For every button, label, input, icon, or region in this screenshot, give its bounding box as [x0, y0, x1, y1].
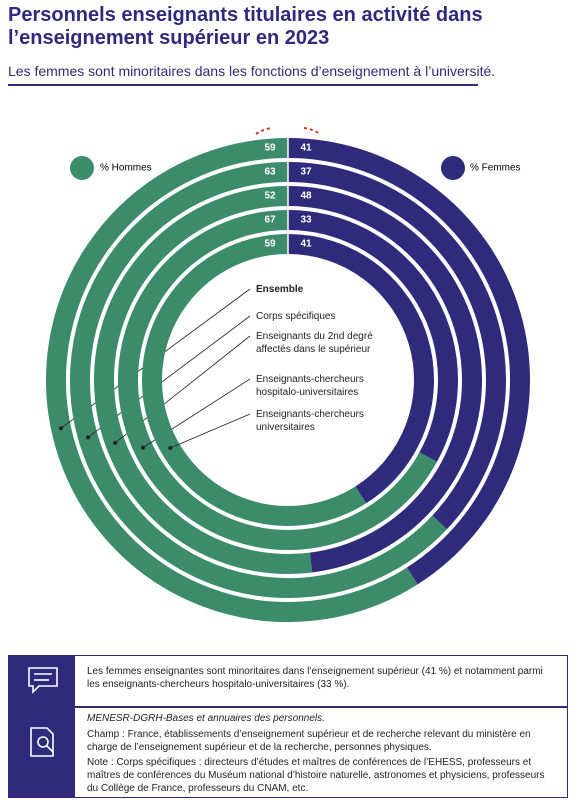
- ring-segment-women: [287, 234, 434, 504]
- legend-swatch: [70, 156, 94, 180]
- champ: Champ : France, établissements d’enseign…: [87, 729, 531, 753]
- underline: [8, 84, 478, 86]
- ring-label: Enseignants du 2nd degré affectés dans l…: [256, 331, 373, 355]
- subtitle: Les femmes sont minoritaires dans les fo…: [8, 63, 496, 79]
- legend-label: % Femmes: [470, 163, 521, 174]
- footer: Les femmes enseignantes sont minoritaire…: [8, 655, 568, 798]
- value-label: 33: [300, 215, 312, 226]
- ring-segment-men: [46, 138, 418, 622]
- value-label: 59: [264, 143, 276, 154]
- value-label: 52: [264, 191, 276, 202]
- ring-label: Enseignants-chercheurs hospitalo-univers…: [256, 374, 364, 398]
- icons: [28, 667, 58, 757]
- ring-segment-women: [287, 162, 506, 530]
- leader-dot: [113, 440, 118, 445]
- leader-line: [170, 413, 251, 449]
- chart: 59 41 63 37 52 48 67 33 59 41 % Hommes % Femmes: [46, 127, 530, 622]
- key-text: Les femmes enseignantes sont minoritaire…: [87, 666, 543, 690]
- ring-segment-men: [142, 234, 367, 526]
- leader-dot: [140, 445, 145, 450]
- value-label: 63: [264, 167, 276, 178]
- title: Personnels enseignants titulaires en act…: [8, 4, 483, 49]
- ring-segment-women: [287, 138, 530, 585]
- value-label: 67: [264, 215, 276, 226]
- value-label: 41: [300, 239, 312, 250]
- ring-segment-women: [287, 210, 458, 462]
- ring-segment-men: [94, 186, 313, 574]
- leader-dot: [86, 435, 91, 440]
- leader-dot: [168, 446, 173, 450]
- ring-segment-men: [70, 162, 447, 598]
- ring-label: Enseignants-chercheurs universitaires: [256, 409, 364, 433]
- source: MENESR-DGRH-Bases et annuaires des perso…: [87, 713, 325, 724]
- ring-segment-men: [118, 210, 437, 550]
- legend-label: % Hommes: [100, 163, 152, 174]
- ring-label: Corps spécifiques: [256, 311, 336, 322]
- ring-segment-women: [287, 186, 482, 573]
- note: Note : Corps spécifiques : directeurs d’…: [87, 757, 545, 794]
- value-label: 37: [300, 167, 312, 178]
- ring-label: Ensemble: [256, 284, 304, 295]
- leader-dot: [59, 426, 64, 431]
- value-label: 59: [264, 239, 276, 250]
- separator: [9, 706, 567, 708]
- legend-swatch: [441, 156, 465, 180]
- value-label: 41: [300, 143, 312, 154]
- icon-column: [9, 656, 75, 797]
- value-label: 48: [300, 191, 312, 202]
